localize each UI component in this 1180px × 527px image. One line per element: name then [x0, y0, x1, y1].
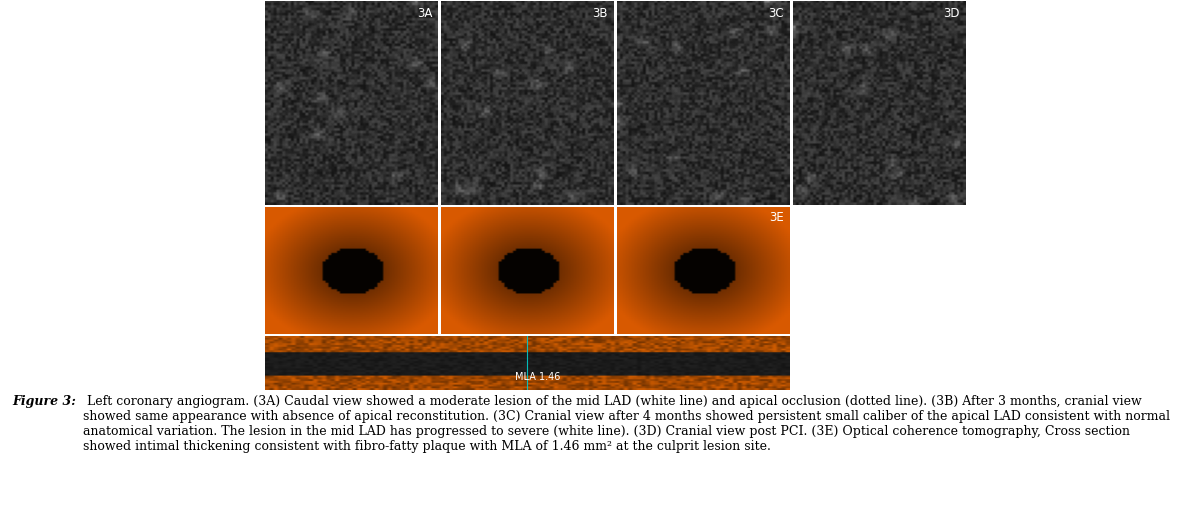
Text: Figure 3:: Figure 3:	[12, 395, 76, 408]
Text: 3C: 3C	[768, 7, 784, 20]
Text: 3E: 3E	[769, 211, 784, 224]
Text: 3D: 3D	[943, 7, 959, 20]
Text: 3A: 3A	[417, 7, 432, 20]
Text: Left coronary angiogram. (3A) Caudal view showed a moderate lesion of the mid LA: Left coronary angiogram. (3A) Caudal vie…	[84, 395, 1171, 453]
Text: MLA 1.46: MLA 1.46	[514, 372, 560, 382]
Text: 3B: 3B	[592, 7, 608, 20]
